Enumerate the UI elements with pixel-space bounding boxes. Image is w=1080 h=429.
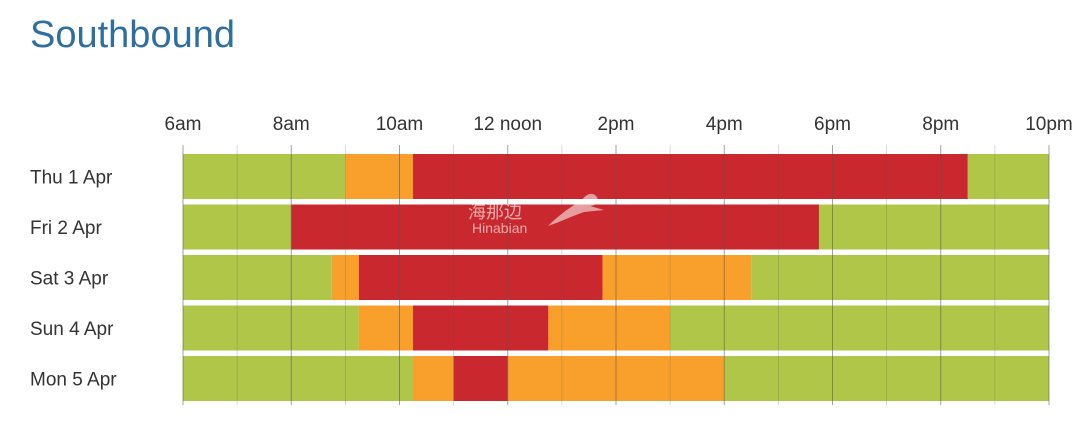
x-tick-label: 8am (273, 114, 310, 135)
row-labels: Thu 1 Apr Fri 2 Apr Sat 3 Apr Sun 4 Apr Mon … (30, 168, 117, 391)
watermark: 海那边 Hinabian (468, 193, 604, 236)
bar-segment-light (818, 204, 1049, 250)
row-label-2: Sat 3 Apr (30, 269, 109, 290)
bar-segment-light (183, 204, 292, 250)
bar-segment-heavy (453, 356, 508, 401)
bar-segment-light (183, 305, 359, 351)
x-tick-label: 6am (165, 114, 202, 135)
row-label-3: Sun 4 Apr (30, 319, 114, 340)
bar-segment-heavy (358, 255, 603, 300)
gridlines-layer (182, 145, 1050, 405)
bar-segment-light (670, 305, 1049, 351)
bar-segment-light (751, 255, 1049, 300)
bar-segment-light (183, 356, 414, 401)
bar-segment-light (183, 255, 332, 300)
watermark-en-text: Hinabian (472, 220, 527, 236)
bar-segment-light (724, 356, 1049, 401)
bar-segment-moderate (345, 154, 414, 199)
x-tick-label: 8pm (922, 114, 959, 135)
x-tick-label: 10pm (1025, 114, 1073, 135)
bar-segment-moderate (548, 305, 671, 351)
bar-segment-moderate (331, 255, 359, 300)
row-label-1: Fri 2 Apr (30, 218, 102, 239)
bar-segment-light (967, 154, 1049, 199)
bar-segment-moderate (413, 356, 454, 401)
bar-segment-moderate (358, 305, 414, 351)
bar-segment-heavy (291, 204, 819, 250)
x-tick-label: 12 noon (473, 114, 542, 135)
x-tick-label: 2pm (598, 114, 635, 135)
x-tick-label: 10am (376, 114, 424, 135)
bar-segment-light (183, 154, 346, 199)
bar-segment-moderate (602, 255, 752, 300)
watermark-figure-icon (548, 193, 604, 226)
row-label-0: Thu 1 Apr (30, 168, 113, 189)
watermark-cn-text: 海那边 (468, 202, 522, 223)
x-tick-label: 4pm (706, 114, 743, 135)
x-axis-ticks: 6am 8am 10am 12 noon 2pm 4pm 6pm 8pm 10pm (165, 114, 1073, 135)
chart-title: Southbound (30, 14, 235, 56)
bar-segment-heavy (413, 305, 549, 351)
x-tick-label: 6pm (814, 114, 851, 135)
row-label-4: Mon 5 Apr (30, 370, 117, 391)
bar-segment-heavy (413, 154, 968, 199)
